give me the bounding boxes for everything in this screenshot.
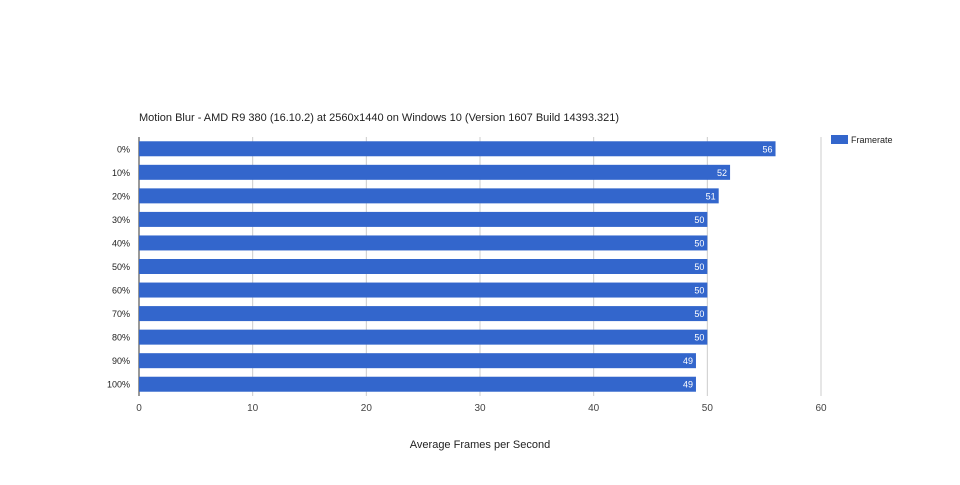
category-label: 40% — [112, 238, 130, 248]
bar[interactable] — [139, 353, 696, 369]
category-label: 80% — [112, 333, 130, 343]
category-label: 30% — [112, 215, 130, 225]
chart-title: Motion Blur - AMD R9 380 (16.10.2) at 25… — [139, 112, 619, 124]
bar-value-label: 50 — [694, 215, 704, 225]
x-tick-label: 20 — [361, 403, 373, 414]
bar[interactable] — [139, 282, 708, 298]
bar-value-label: 50 — [694, 286, 704, 296]
bar[interactable] — [139, 376, 696, 392]
x-tick-label: 30 — [474, 403, 486, 414]
legend-label: Framerate — [851, 135, 893, 145]
bar[interactable] — [139, 211, 708, 227]
x-tick-label: 60 — [815, 403, 827, 414]
bar-value-label: 52 — [717, 168, 727, 178]
bar[interactable] — [139, 306, 708, 322]
bar-value-label: 51 — [706, 191, 716, 201]
bar-value-label: 50 — [694, 309, 704, 319]
legend: Framerate — [831, 135, 893, 145]
category-label: 20% — [112, 191, 130, 201]
x-tick-label: 10 — [247, 403, 259, 414]
bars: 56 52 51 50 50 50 50 50 50 49 49 — [139, 141, 776, 392]
bar-value-label: 50 — [694, 262, 704, 272]
x-tick-label: 0 — [136, 403, 142, 414]
category-label: 50% — [112, 262, 130, 272]
bar[interactable] — [139, 259, 708, 274]
bar[interactable] — [139, 235, 708, 251]
bar-value-label: 49 — [683, 380, 693, 390]
bar-value-label: 50 — [694, 238, 704, 248]
x-tick-label: 40 — [588, 403, 600, 414]
x-tick-labels: 0 10 20 30 40 50 60 — [136, 403, 827, 414]
bar[interactable] — [139, 164, 731, 180]
category-label: 0% — [117, 144, 130, 154]
category-label: 60% — [112, 286, 130, 296]
x-tick-label: 50 — [702, 403, 714, 414]
bar-value-label: 56 — [763, 144, 773, 154]
category-label: 100% — [107, 380, 130, 390]
legend-swatch — [831, 135, 848, 144]
bar[interactable] — [139, 188, 719, 204]
bar[interactable] — [139, 141, 776, 157]
x-axis-title: Average Frames per Second — [410, 439, 550, 451]
bar[interactable] — [139, 329, 708, 345]
bar-value-label: 50 — [694, 333, 704, 343]
bar-value-label: 49 — [683, 356, 693, 366]
category-labels: 0% 10% 20% 30% 40% 50% 60% 70% 80% 90% 100% — [107, 144, 130, 389]
category-label: 90% — [112, 356, 130, 366]
category-label: 70% — [112, 309, 130, 319]
category-label: 10% — [112, 168, 130, 178]
